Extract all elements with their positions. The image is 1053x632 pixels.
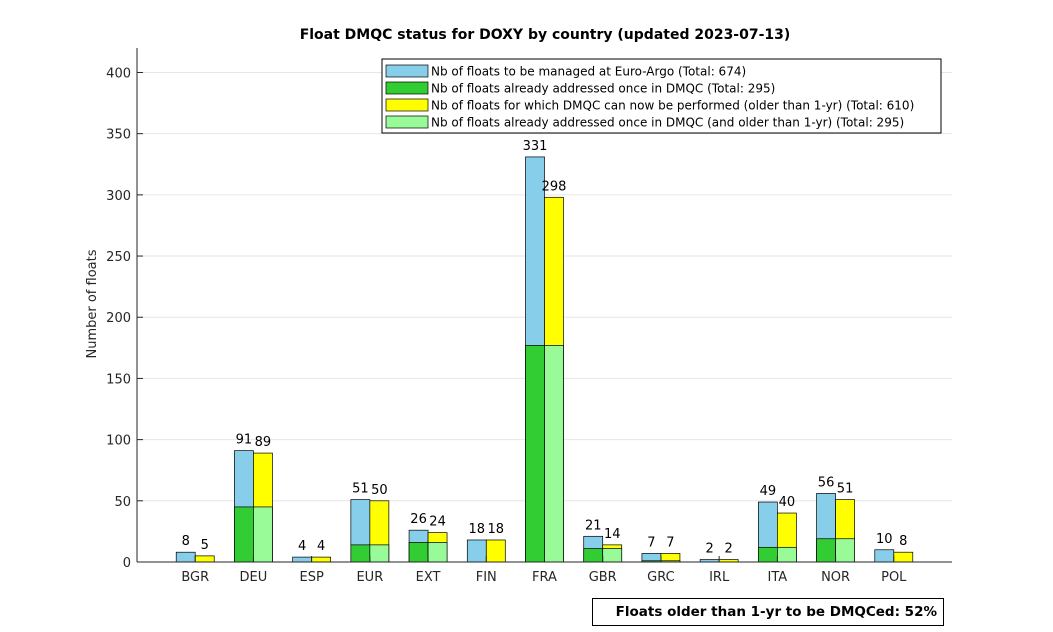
value-label-older-1yr: 51 [837,482,854,497]
x-tick-label: ITA [768,570,788,585]
value-label-managed: 4 [298,539,306,554]
value-label-older-1yr: 7 [666,535,674,550]
bar-older-1yr [485,539,506,563]
legend-swatch [385,64,429,78]
bar-managed [874,549,895,563]
value-label-older-1yr: 50 [371,483,388,498]
bar-addressed [408,542,429,563]
bar-managed [175,551,196,563]
y-tick-label: 350 [106,128,131,143]
legend-label: Nb of floats already addressed once in D… [431,82,775,96]
value-label-older-1yr: 24 [429,515,446,530]
bar-addressed [350,544,371,563]
x-tick-label: FRA [532,570,557,585]
value-label-managed: 10 [876,532,893,547]
value-label-managed: 49 [760,484,777,499]
x-tick-label: BGR [181,570,209,585]
summary-annotation-box: Floats older than 1-yr to be DMQCed: 52% [592,598,944,626]
value-label-managed: 18 [469,522,486,537]
value-label-older-1yr: 40 [779,495,796,510]
bar-addressed-older [369,544,390,563]
x-tick-label: IRL [709,570,730,585]
bar-addressed [758,546,778,563]
bar-managed [466,539,487,563]
legend-label: Nb of floats to be managed at Euro-Argo … [431,65,746,79]
bar-addressed-older [602,548,623,563]
value-label-older-1yr: 4 [317,539,325,554]
y-tick-label: 200 [106,311,131,326]
value-label-managed: 21 [585,518,602,533]
legend-box [381,58,942,134]
y-tick-label: 50 [114,495,131,510]
bar-addressed-older [777,546,797,563]
y-tick-label: 400 [106,66,131,81]
value-label-older-1yr: 18 [488,522,505,537]
legend-swatch [385,115,429,129]
value-label-managed: 56 [818,475,835,490]
value-label-older-1yr: 8 [899,534,907,549]
y-tick-label: 100 [106,434,131,449]
y-tick-label: 250 [106,250,131,265]
x-tick-label: DEU [240,570,268,585]
x-tick-label: ESP [299,570,323,585]
value-label-managed: 91 [236,433,253,448]
bar-addressed-older [544,345,564,563]
bar-addressed [816,538,836,563]
x-tick-label: EUR [356,570,383,585]
value-label-managed: 8 [182,534,190,549]
summary-annotation-text: Floats older than 1-yr to be DMQCed: 52% [615,604,937,620]
legend: Nb of floats to be managed at Euro-Argo … [381,58,942,134]
legend-label: Nb of floats already addressed once in D… [431,116,904,130]
value-label-older-1yr: 2 [725,542,733,557]
bar-addressed-older [253,506,273,563]
bar-managed [292,556,312,563]
x-tick-label: GRC [647,570,675,585]
chart-title: Float DMQC status for DOXY by country (u… [300,27,791,43]
x-tick-label: FIN [476,570,497,585]
bars [175,156,914,563]
value-label-managed: 26 [410,512,427,527]
value-label-older-1yr: 14 [604,527,621,542]
legend-swatch [385,98,429,112]
value-label-older-1yr: 89 [255,435,272,450]
bar-addressed-older [835,538,855,563]
legend-swatch [385,81,429,95]
bar-older-1yr [311,556,331,563]
value-label-managed: 51 [352,482,369,497]
y-tick-label: 0 [123,556,131,571]
y-tick-label: 150 [106,372,131,387]
bar-addressed-older [427,542,448,563]
bar-older-1yr [893,551,914,563]
value-label-older-1yr: 298 [542,179,567,194]
bar-addressed [583,548,604,563]
x-tick-label: GBR [589,570,617,585]
bar-addressed [234,506,254,563]
value-label-older-1yr: 5 [201,538,209,553]
bar-older-1yr [194,555,215,563]
value-label-managed: 331 [523,139,548,154]
value-label-managed: 2 [706,542,714,557]
bar-addressed [525,345,545,563]
x-tick-label: POL [881,570,907,585]
value-label-managed: 7 [647,535,655,550]
x-tick-label: NOR [821,570,850,585]
x-tick-label: EXT [416,570,441,585]
y-axis-label: Number of floats [85,249,100,358]
y-tick-label: 300 [106,189,131,204]
legend-label: Nb of floats for which DMQC can now be p… [431,99,914,113]
